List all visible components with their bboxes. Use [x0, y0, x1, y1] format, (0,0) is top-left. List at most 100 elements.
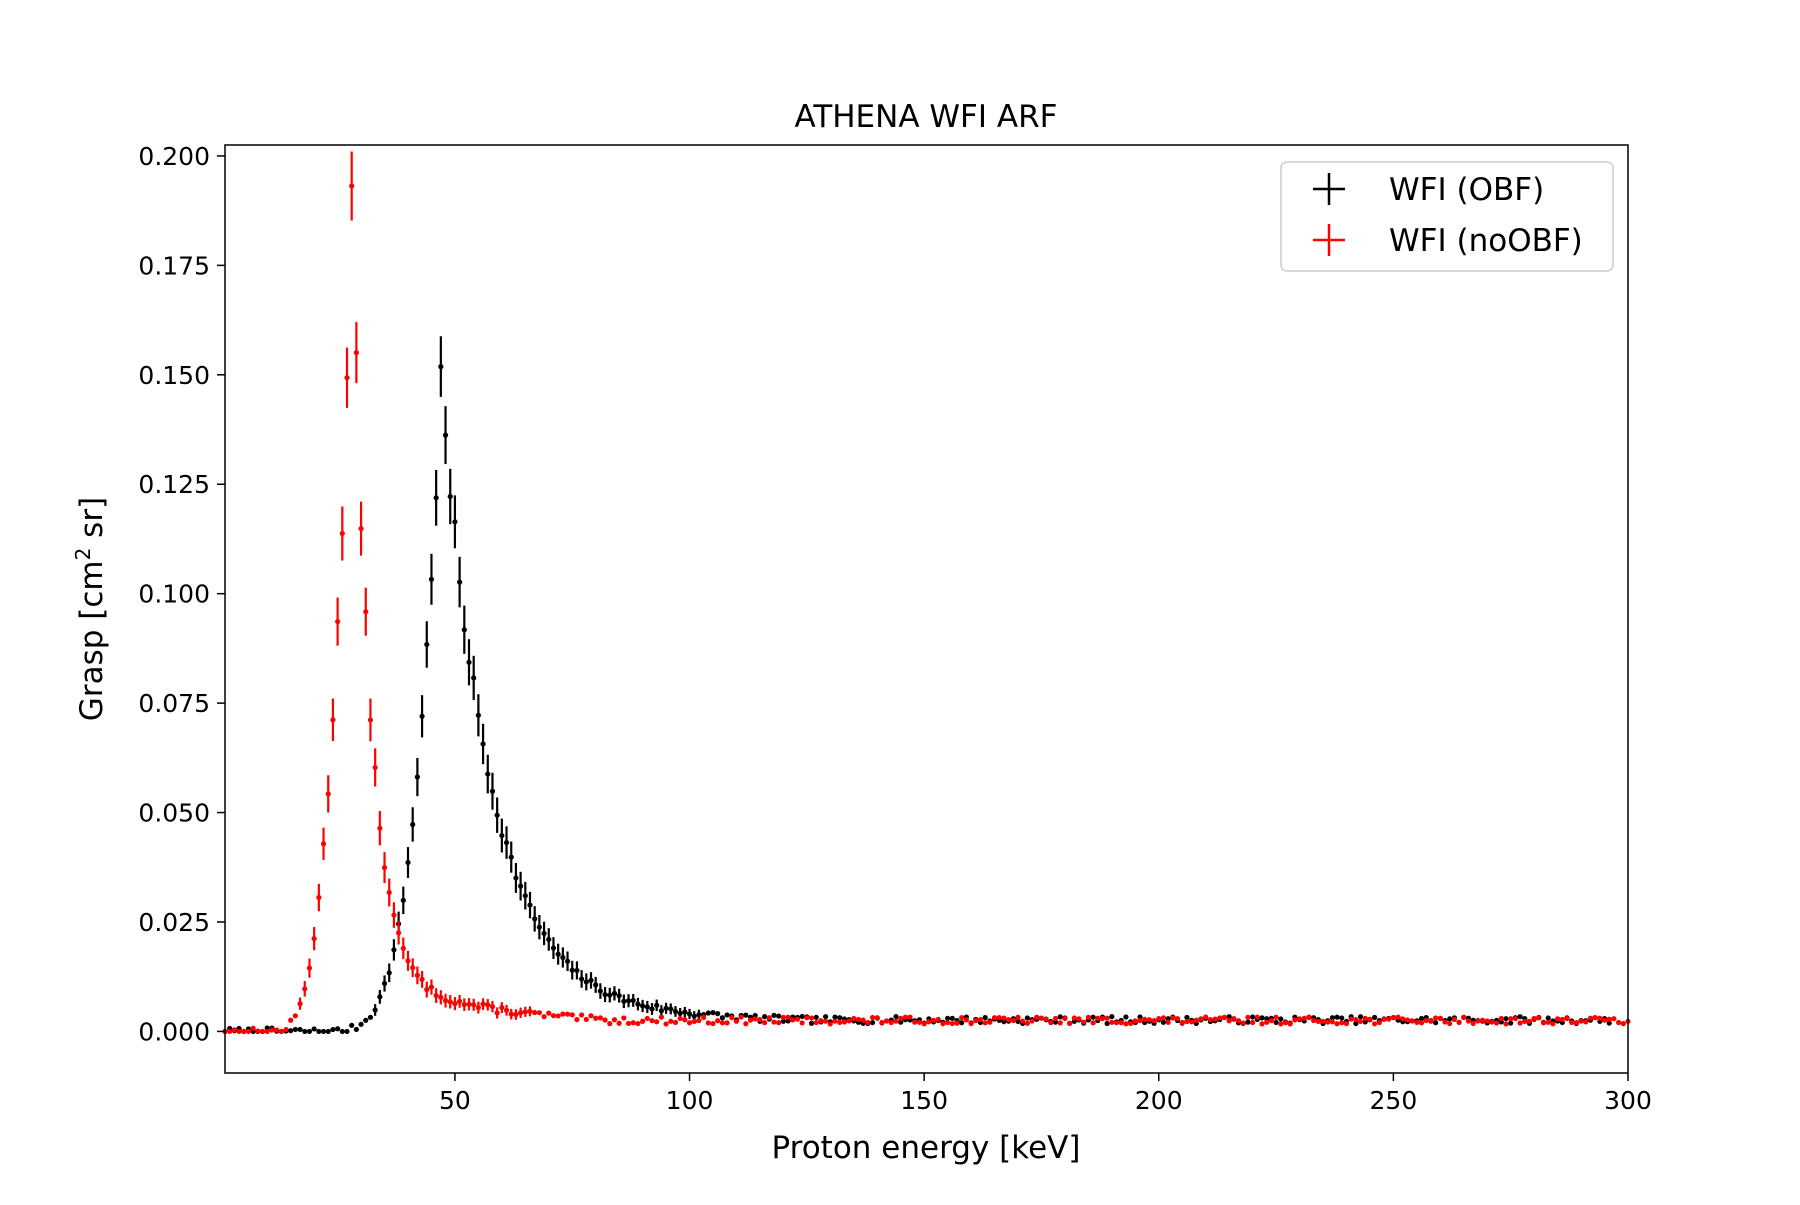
data-point: [677, 1010, 683, 1016]
data-point: [494, 812, 500, 818]
data-point: [1372, 1021, 1378, 1027]
data-point: [630, 1020, 636, 1026]
data-point: [630, 997, 636, 1004]
data-point: [907, 1014, 913, 1020]
data-point: [1325, 1019, 1331, 1025]
data-point: [1048, 1020, 1054, 1026]
data-point: [1226, 1018, 1232, 1024]
data-point: [503, 839, 510, 846]
data-point: [991, 1015, 998, 1021]
data-point: [1423, 1017, 1429, 1024]
data-point: [353, 1026, 359, 1033]
y-axis: 0.000 0.025 0.050 0.075 0.100 0.125 0.150 0.175…: [138, 142, 225, 1046]
data-point: [569, 967, 575, 973]
data-point: [320, 1028, 327, 1035]
data-point: [424, 641, 430, 648]
data-point: [377, 825, 383, 831]
x-axis: 50 100 150 200 250 300: [439, 1073, 1652, 1115]
data-point: [536, 1010, 542, 1016]
data-point: [532, 1009, 538, 1016]
data-point: [1573, 1019, 1579, 1026]
data-point: [499, 1004, 505, 1011]
data-point: [1024, 1020, 1030, 1026]
data-point: [1404, 1017, 1411, 1023]
data-point: [1015, 1018, 1021, 1025]
data-point: [1282, 1020, 1289, 1026]
data-point: [1433, 1020, 1439, 1026]
data-point: [940, 1021, 946, 1027]
data-point: [1052, 1015, 1059, 1022]
data-point: [335, 1026, 341, 1032]
data-point: [996, 1014, 1002, 1021]
data-point: [1090, 1014, 1096, 1020]
data-point: [790, 1017, 796, 1023]
data-point: [1339, 1020, 1345, 1026]
data-point: [1273, 1019, 1279, 1026]
data-point: [977, 1016, 984, 1023]
data-point: [541, 1014, 547, 1020]
data-point: [391, 912, 397, 918]
data-point: [419, 713, 425, 719]
data-point: [640, 1003, 646, 1009]
y-tick-label: 0.075: [138, 689, 210, 718]
data-point: [762, 1019, 768, 1026]
y-tick-label: 0.000: [138, 1017, 210, 1046]
data-point: [447, 999, 453, 1005]
data-point: [1447, 1016, 1453, 1022]
data-point: [367, 717, 374, 723]
data-point: [278, 1028, 284, 1035]
data-point: [1616, 1019, 1622, 1026]
data-point: [1569, 1019, 1575, 1026]
data-point: [794, 1016, 801, 1022]
data-point: [860, 1017, 866, 1023]
data-point: [1559, 1016, 1565, 1023]
data-point: [466, 1001, 472, 1007]
data-point: [438, 994, 444, 1000]
data-point: [428, 576, 435, 582]
data-point: [513, 1011, 519, 1018]
data-point: [1010, 1017, 1016, 1024]
data-point: [1273, 1014, 1279, 1020]
data-point: [513, 875, 519, 881]
data-point: [1400, 1016, 1406, 1022]
data-point: [682, 1017, 688, 1023]
data-point: [424, 987, 430, 993]
data-point: [588, 977, 594, 983]
data-point: [686, 1011, 693, 1017]
data-point: [935, 1016, 941, 1022]
data-point: [457, 579, 463, 585]
data-point: [1151, 1018, 1157, 1024]
data-point: [1517, 1020, 1523, 1026]
data-point: [480, 1001, 486, 1007]
data-point: [1409, 1018, 1415, 1024]
data-point: [837, 1015, 843, 1021]
data-point: [1104, 1020, 1110, 1027]
data-point: [316, 894, 322, 901]
data-point: [593, 1015, 599, 1021]
data-point: [1301, 1015, 1307, 1021]
x-tick-label: 200: [1135, 1086, 1183, 1115]
data-point: [1508, 1020, 1514, 1026]
data-point: [799, 1013, 805, 1020]
data-point: [396, 930, 402, 936]
data-point: [1606, 1016, 1612, 1022]
data-point: [433, 992, 439, 999]
data-point: [1306, 1014, 1312, 1020]
data-point: [1390, 1014, 1396, 1021]
data-point: [827, 1021, 833, 1027]
data-point: [1334, 1021, 1340, 1027]
data-point: [1231, 1016, 1237, 1022]
data-point: [475, 1004, 481, 1011]
data-point: [550, 945, 557, 951]
data-point: [616, 1020, 622, 1026]
data-point: [353, 350, 359, 356]
data-point: [1357, 1018, 1364, 1025]
data-point: [874, 1015, 880, 1021]
data-point: [1517, 1014, 1523, 1020]
data-point: [311, 936, 317, 942]
data-point: [949, 1020, 955, 1027]
data-point: [846, 1018, 852, 1024]
data-point: [241, 1028, 247, 1035]
data-point: [710, 1010, 716, 1016]
